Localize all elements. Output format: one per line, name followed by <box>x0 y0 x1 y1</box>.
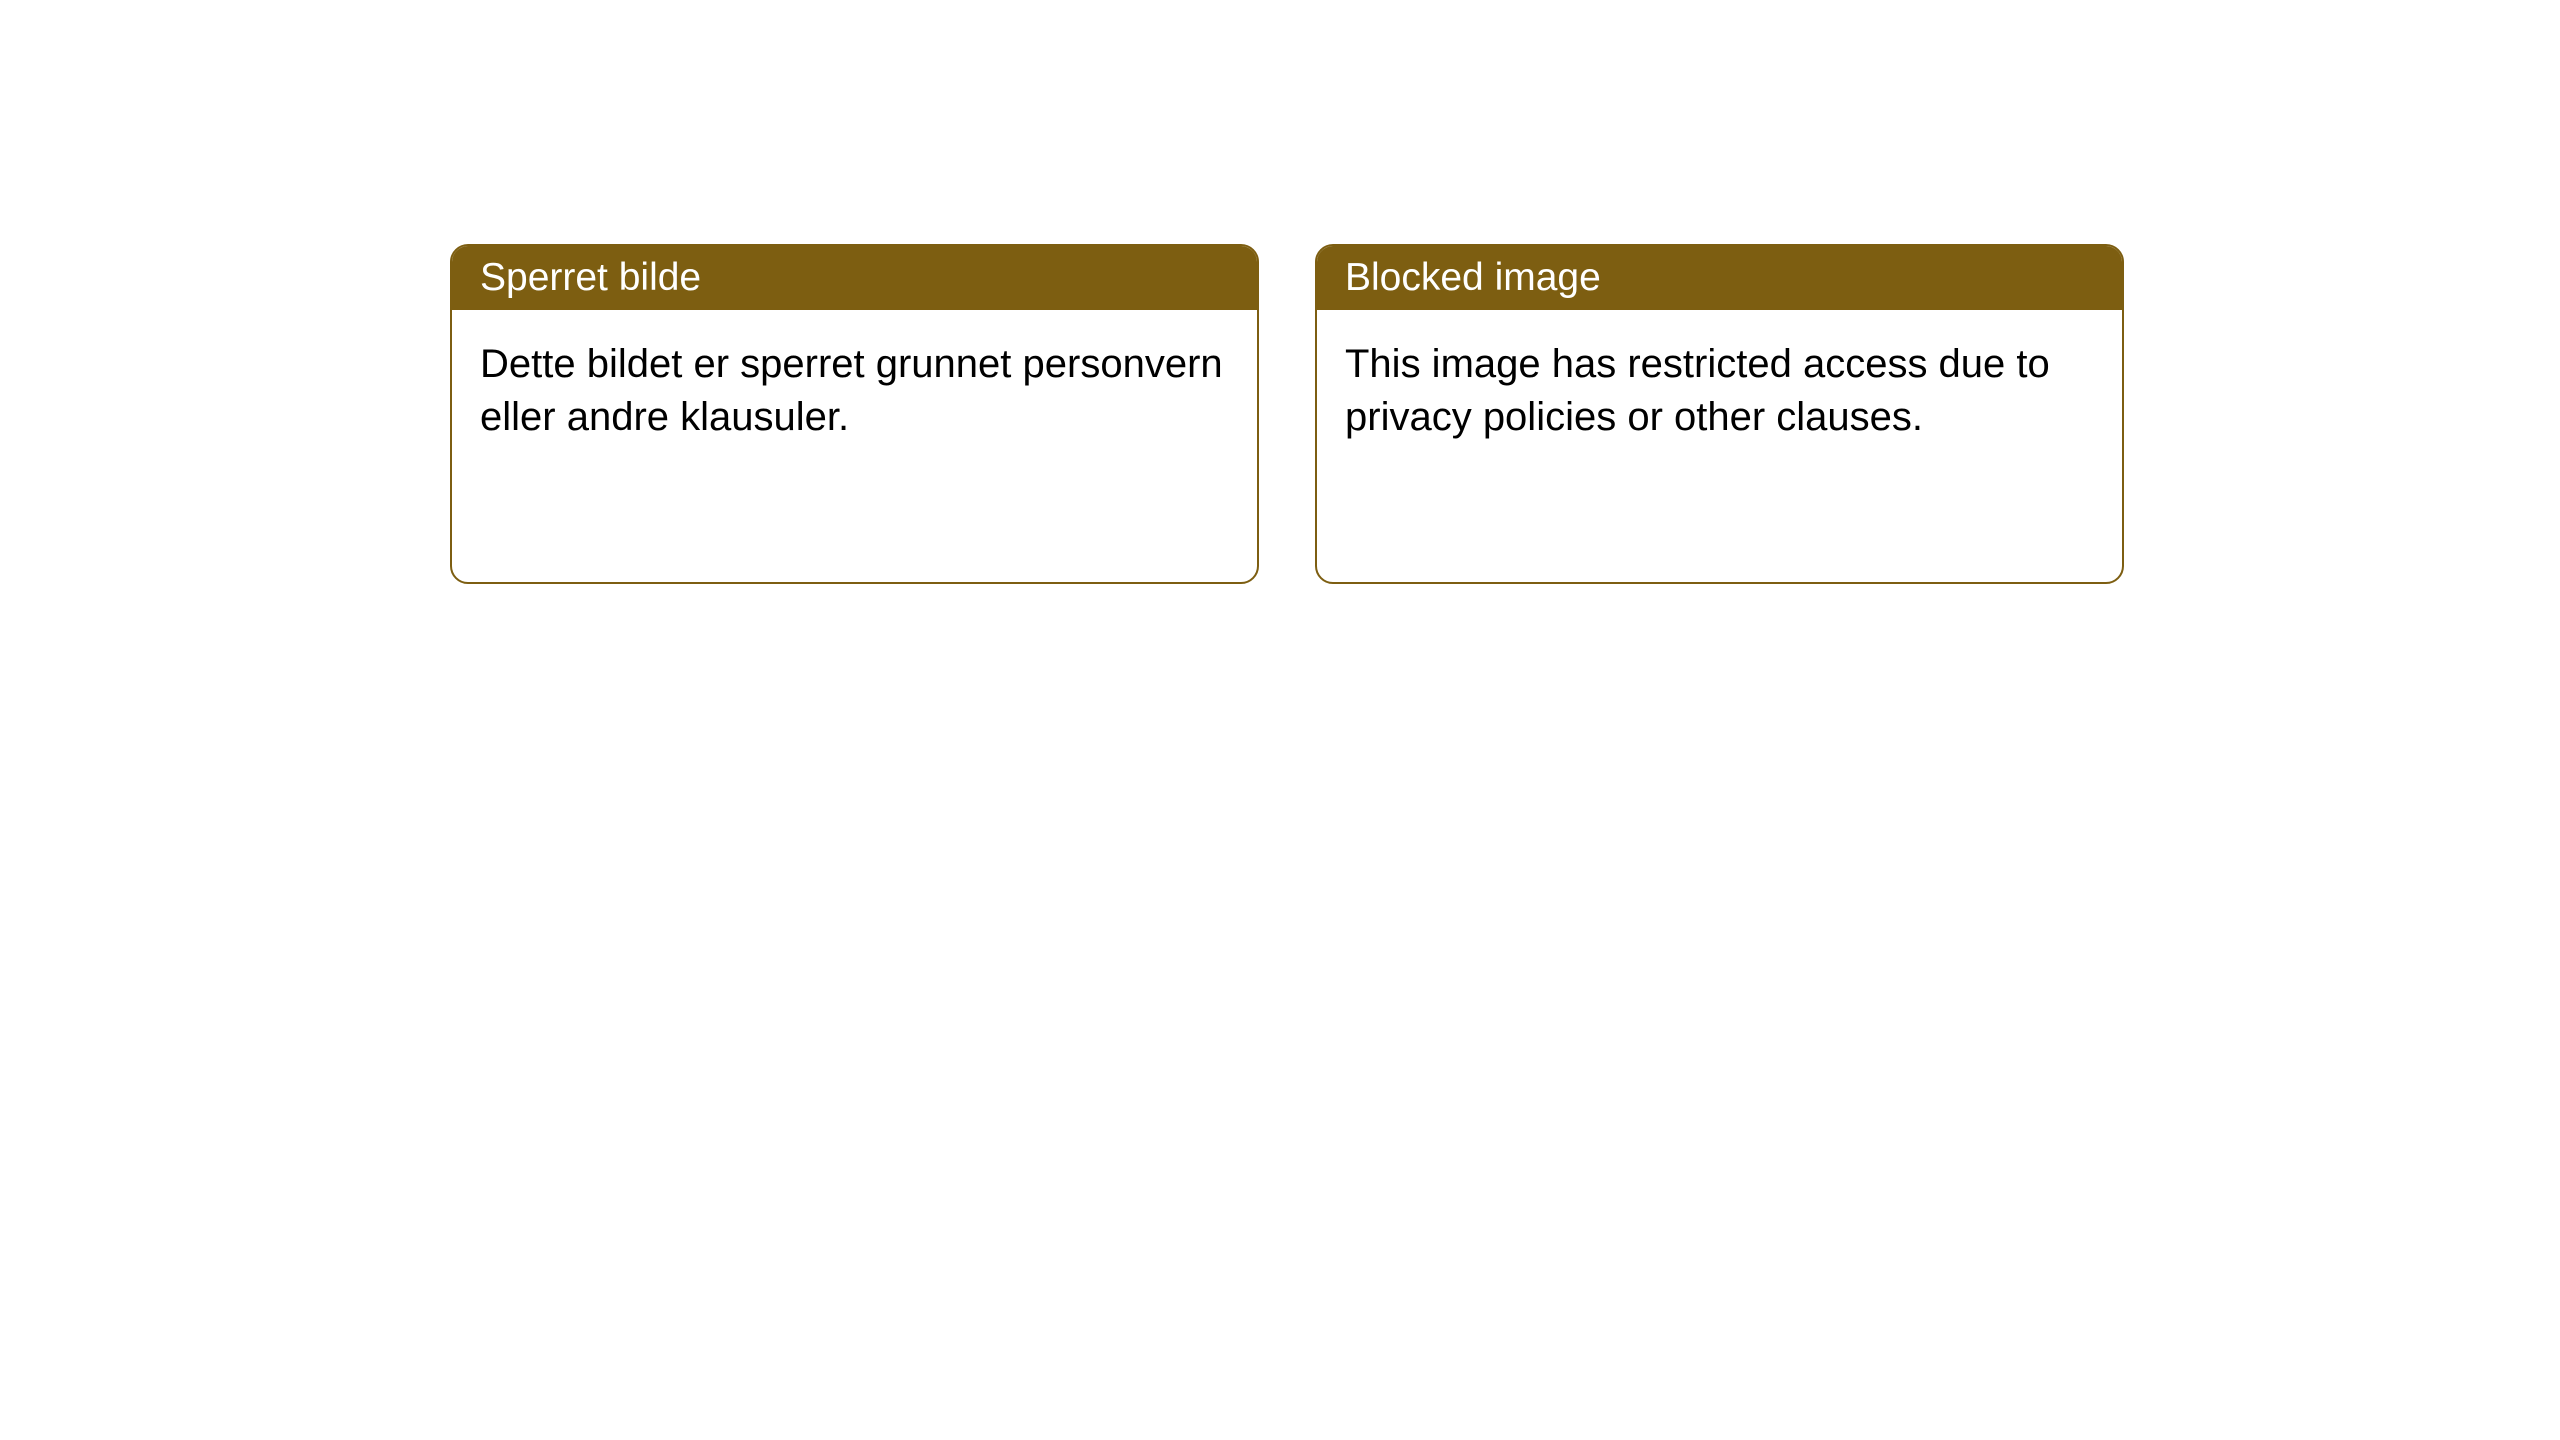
notice-container: Sperret bilde Dette bildet er sperret gr… <box>0 0 2560 584</box>
notice-title: Sperret bilde <box>480 256 701 299</box>
notice-card-norwegian: Sperret bilde Dette bildet er sperret gr… <box>450 244 1259 584</box>
notice-message: Dette bildet er sperret grunnet personve… <box>480 342 1223 439</box>
notice-header: Blocked image <box>1317 246 2122 310</box>
notice-title: Blocked image <box>1345 256 1601 299</box>
notice-message: This image has restricted access due to … <box>1345 342 2050 439</box>
notice-body: This image has restricted access due to … <box>1317 310 2122 582</box>
notice-card-english: Blocked image This image has restricted … <box>1315 244 2124 584</box>
notice-header: Sperret bilde <box>452 246 1257 310</box>
notice-body: Dette bildet er sperret grunnet personve… <box>452 310 1257 582</box>
